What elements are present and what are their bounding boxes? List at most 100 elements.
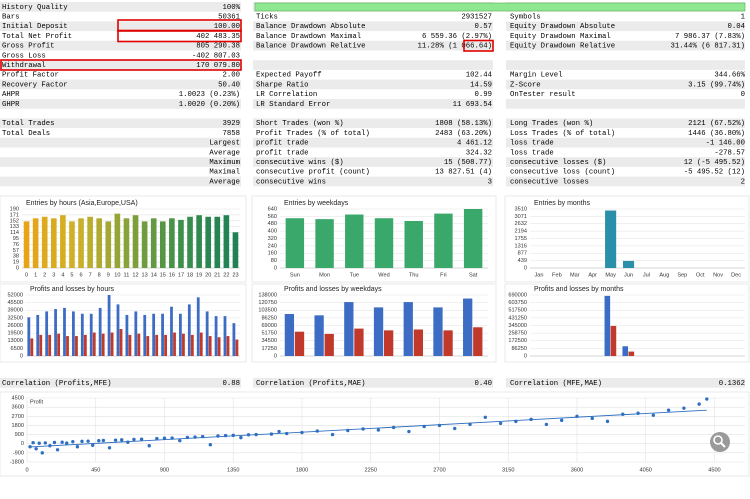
- x-tick-label: 2: [43, 272, 46, 278]
- y-tick-label: 1755: [515, 236, 527, 242]
- y-tick-label: 133: [10, 224, 19, 230]
- cell-value: 1: [741, 13, 746, 21]
- bar: [32, 218, 39, 268]
- x-tick-label: 3600: [571, 467, 583, 473]
- cell-value: 14.59: [470, 81, 492, 89]
- bar: [141, 221, 148, 268]
- cell-label: profit trade: [256, 149, 309, 157]
- scatter-point: [101, 438, 106, 443]
- y-tick-label: 103500: [258, 308, 277, 314]
- cell-label: Z-Score: [510, 81, 541, 89]
- chart-title: Profits and losses by months: [534, 286, 624, 293]
- y-tick-label: 0: [524, 353, 527, 359]
- bar: [463, 209, 483, 268]
- cell-label: Gross Loss: [2, 52, 46, 60]
- scatter-point: [34, 447, 38, 451]
- chart: -1800 -900 0 900 1800 2700 3600 4500 0 450 900 1350…: [0, 391, 750, 477]
- y-tick-label: 2194: [515, 229, 527, 235]
- scatter-point: [559, 418, 564, 423]
- y-tick-label: -900: [13, 450, 24, 456]
- cell-value: 402 483.35: [196, 33, 240, 41]
- cell-value: 11 693.54: [453, 101, 493, 109]
- cell-value: 7 986.37 (7.83%): [675, 33, 745, 41]
- y-tick-label: 1800: [12, 423, 24, 429]
- bar: [41, 216, 48, 268]
- cell-value: 0.57: [474, 23, 492, 31]
- row-shade: [506, 118, 745, 129]
- cell-label: profit trade: [256, 140, 309, 148]
- y-tick-label: 900: [15, 432, 24, 438]
- cell-value: 0.04: [727, 23, 745, 31]
- cell-value: 2931527: [461, 13, 492, 21]
- bar: [324, 333, 334, 356]
- bar: [610, 325, 617, 356]
- cell-label: Symbols: [510, 13, 541, 21]
- x-tick-label: 0: [25, 467, 28, 473]
- scatter-point: [453, 426, 457, 431]
- row-shade: [506, 60, 745, 70]
- x-tick-label: 23: [232, 272, 238, 278]
- x-tick-label: Mar: [570, 272, 580, 278]
- y-tick-label: 431250: [508, 315, 527, 321]
- scatter-point: [37, 441, 41, 445]
- x-tick-label: Jun: [624, 272, 633, 278]
- bar: [413, 329, 424, 356]
- bar: [196, 297, 200, 356]
- y-tick-label: 114: [10, 230, 19, 236]
- cell-label: Expected Payoff: [256, 72, 322, 80]
- bar: [66, 336, 69, 356]
- y-tick-label: 3510: [515, 206, 527, 212]
- zoom-button[interactable]: [710, 432, 730, 452]
- cell-label: consecutive wins: [256, 178, 326, 186]
- scatter-point: [65, 441, 69, 445]
- x-tick-label: May: [605, 272, 616, 278]
- scatter-point: [590, 416, 594, 421]
- bar: [159, 221, 166, 268]
- y-tick-label: 172500: [508, 338, 527, 344]
- y-tick-label: 3071: [515, 214, 527, 220]
- y-tick-label: 32500: [7, 315, 23, 321]
- y-tick-label: 3600: [12, 405, 24, 411]
- y-tick-label: 690000: [508, 292, 527, 298]
- y-tick-label: 19: [13, 260, 19, 266]
- scatter-point: [231, 433, 235, 438]
- bar: [72, 311, 75, 356]
- scatter-point: [277, 429, 281, 434]
- bar: [78, 218, 84, 268]
- bar: [75, 336, 78, 356]
- row-shade: [0, 2, 241, 12]
- cell-value: -5 495.52 (12): [684, 169, 745, 177]
- bar: [628, 351, 635, 356]
- x-tick-label: 4050: [639, 467, 651, 473]
- cell-value: 170 079.80: [196, 62, 240, 70]
- bar: [214, 216, 221, 268]
- bar: [473, 327, 483, 356]
- bar: [143, 314, 147, 356]
- cell-label: Short Trades (won %): [256, 120, 344, 128]
- x-tick-label: Oct: [696, 272, 705, 278]
- y-tick-label: 640: [268, 206, 277, 212]
- cell-value: -278.57: [714, 149, 745, 157]
- row-shade: [0, 157, 241, 167]
- cell-label: Gross Profit: [2, 43, 55, 51]
- bar: [285, 218, 305, 268]
- x-tick-label: 6: [79, 272, 82, 278]
- scatter-point: [71, 439, 75, 444]
- row-shade: [0, 21, 241, 32]
- row-shade: [0, 40, 241, 51]
- cell-value: 805 290.38: [196, 43, 240, 51]
- scatter-point: [407, 429, 411, 434]
- cell-label: Margin Level: [510, 72, 563, 80]
- cell-label: Correlation (Profits,MAE): [256, 380, 365, 388]
- x-tick-label: 11: [124, 272, 130, 278]
- cell-label: consecutive losses: [510, 178, 589, 186]
- y-tick-label: 0: [524, 265, 527, 271]
- cell-value: 0.40: [474, 380, 492, 388]
- zoom-circle[interactable]: [710, 432, 730, 452]
- scatter-point: [139, 437, 144, 441]
- x-tick-label: 16: [169, 272, 175, 278]
- cell-label: Total Deals: [2, 130, 50, 138]
- bar: [69, 221, 75, 268]
- bar: [125, 314, 129, 356]
